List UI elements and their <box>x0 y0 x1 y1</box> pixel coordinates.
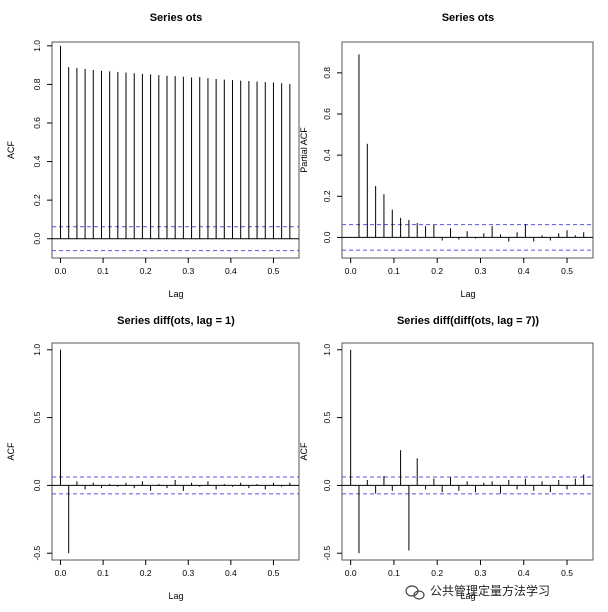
y-tick-label: 0.2 <box>32 194 42 206</box>
panel-acf-diff-lag1: Series diff(ots, lag = 1) 0.0 0.1 0.2 0.3 0.4… <box>6 315 300 601</box>
y-tick-label: 1.0 <box>32 40 42 52</box>
y-tick-label: 0.5 <box>32 411 42 423</box>
x-axis-label: Lag <box>460 289 475 299</box>
chart-title: Series diff(ots, lag = 1) <box>117 315 235 327</box>
chart-title: Series ots <box>150 12 203 24</box>
x-tick-label: 0.5 <box>561 266 573 276</box>
y-axis-label: ACF <box>6 442 16 461</box>
x-tick-label: 0.1 <box>388 266 400 276</box>
panel-pacf-ots: Series ots 0.0 0.1 0.2 0.3 0.4 0.5 0.0 0.2 0.4 0.6… <box>299 12 594 299</box>
x-tick-label: 0.1 <box>97 568 109 578</box>
x-tick-label: 0.4 <box>225 266 237 276</box>
x-tick-label: 0.3 <box>475 266 487 276</box>
x-tick-label: 0.4 <box>518 266 530 276</box>
y-tick-label: -0.5 <box>322 546 332 561</box>
chart-title: Series diff(diff(ots, lag = 7)) <box>397 315 539 327</box>
y-tick-label: -0.5 <box>32 546 42 561</box>
wechat-icon <box>405 585 425 600</box>
y-axis-label: ACF <box>6 140 16 159</box>
y-tick-label: 0.4 <box>322 149 332 161</box>
panel-acf-diff-diff-lag7: Series diff(diff(ots, lag = 7)) 0.0 0.1 0.2… <box>299 315 594 601</box>
plot-frame <box>51 342 300 561</box>
x-axis-label: Lag <box>460 591 475 601</box>
x-tick-label: 0.0 <box>345 266 357 276</box>
x-tick-label: 0.4 <box>518 568 530 578</box>
y-tick-label: 0.0 <box>32 479 42 491</box>
y-tick-label: 0.6 <box>32 117 42 129</box>
y-tick-label: 0.8 <box>322 67 332 79</box>
x-tick-label: 0.2 <box>431 266 443 276</box>
x-tick-label: 0.4 <box>225 568 237 578</box>
x-tick-label: 0.2 <box>140 266 152 276</box>
y-tick-label: 0.8 <box>32 78 42 90</box>
plot-frame <box>341 41 594 259</box>
y-tick-label: 0.0 <box>32 233 42 245</box>
x-axis-label: Lag <box>168 289 183 299</box>
x-tick-label: 0.0 <box>55 568 67 578</box>
x-tick-label: 0.1 <box>97 266 109 276</box>
y-tick-label: 1.0 <box>322 344 332 356</box>
x-tick-label: 0.1 <box>388 568 400 578</box>
y-tick-label: 0.4 <box>32 155 42 167</box>
plot-frame <box>341 342 594 561</box>
y-tick-label: 0.0 <box>322 231 332 243</box>
y-tick-label: 0.0 <box>322 479 332 491</box>
x-tick-label: 0.5 <box>268 266 280 276</box>
y-axis-label: ACF <box>299 442 309 461</box>
y-tick-label: 0.6 <box>322 108 332 120</box>
x-tick-label: 0.3 <box>475 568 487 578</box>
watermark-text: 公共管理定量方法学习 <box>430 583 550 598</box>
x-tick-label: 0.2 <box>431 568 443 578</box>
x-tick-label: 0.5 <box>268 568 280 578</box>
y-axis-label: Partial ACF <box>299 127 309 173</box>
x-tick-label: 0.0 <box>345 568 357 578</box>
y-tick-label: 0.2 <box>322 190 332 202</box>
panel-acf-ots: Series ots 0.0 0.1 0.2 0.3 0.4 0.5 0.0 0.2 0.4 0.6… <box>6 12 300 299</box>
x-axis-label: Lag <box>168 591 183 601</box>
x-tick-label: 0.3 <box>182 266 194 276</box>
y-tick-label: 1.0 <box>32 344 42 356</box>
x-tick-label: 0.2 <box>140 568 152 578</box>
y-tick-label: 0.5 <box>322 411 332 423</box>
plot-frame <box>51 41 300 259</box>
x-tick-label: 0.0 <box>55 266 67 276</box>
x-tick-label: 0.3 <box>182 568 194 578</box>
x-tick-label: 0.5 <box>561 568 573 578</box>
chart-title: Series ots <box>442 12 495 24</box>
watermark: 公共管理定量方法学习 <box>405 583 550 600</box>
